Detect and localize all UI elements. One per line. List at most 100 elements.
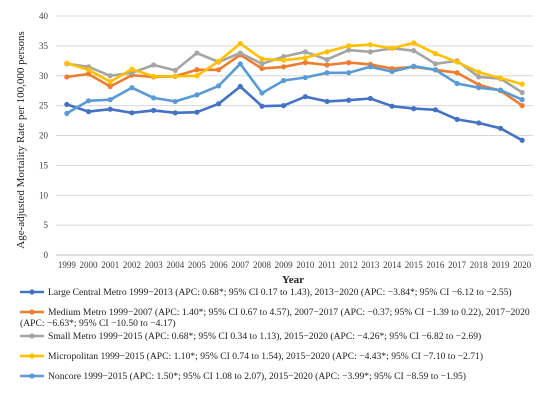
data-point xyxy=(367,95,373,102)
data-point xyxy=(107,73,113,79)
data-point xyxy=(107,79,113,85)
y-tick-label: 15 xyxy=(39,160,49,170)
data-point xyxy=(259,103,265,109)
x-tick-label: 2017 xyxy=(448,260,467,270)
data-point xyxy=(85,98,92,104)
x-axis-title: Year xyxy=(282,274,304,286)
data-point xyxy=(389,103,395,109)
data-point xyxy=(172,98,178,105)
data-point xyxy=(150,62,157,68)
data-point xyxy=(497,125,504,131)
legend-swatch-marker xyxy=(29,309,35,315)
legend-label-continued: (APC: −6.63*; 95% CI −10.50 to −4.17) xyxy=(20,318,176,329)
series-line xyxy=(65,41,524,86)
data-point xyxy=(324,49,330,55)
data-point xyxy=(302,94,308,100)
data-point xyxy=(107,97,113,103)
data-point xyxy=(454,70,460,76)
data-point xyxy=(432,51,439,57)
data-point xyxy=(259,61,265,67)
data-point xyxy=(64,101,70,108)
series-line xyxy=(65,53,524,107)
x-tick-label: 2004 xyxy=(166,260,185,270)
data-point xyxy=(432,61,439,67)
x-tick-label: 2003 xyxy=(145,260,164,270)
x-tick-label: 2009 xyxy=(275,260,294,270)
data-point xyxy=(281,64,287,70)
data-point xyxy=(216,67,222,73)
legend-item: Micropolitan 1999−2015 (APC: 1.10*; 95% … xyxy=(20,351,483,362)
data-point xyxy=(367,42,373,48)
data-point xyxy=(85,109,92,115)
data-point xyxy=(281,54,287,60)
data-point xyxy=(64,110,70,116)
data-point xyxy=(519,137,525,143)
series-line xyxy=(65,62,524,115)
x-tick-label: 2015 xyxy=(405,260,424,270)
y-tick-label: 10 xyxy=(39,190,49,200)
legend-label: Noncore 1999−2015 (APC: 1.50*; 95% CI 1.… xyxy=(48,371,466,382)
legend-item: Noncore 1999−2015 (APC: 1.50*; 95% CI 1.… xyxy=(20,371,466,382)
series-line xyxy=(65,85,524,142)
legend-swatch-marker xyxy=(29,333,35,339)
y-tick-label: 20 xyxy=(39,131,49,141)
data-point xyxy=(85,67,92,73)
data-point xyxy=(216,101,222,107)
data-point xyxy=(346,47,352,53)
data-point xyxy=(150,95,157,101)
data-point xyxy=(281,103,287,109)
data-point xyxy=(476,74,482,80)
data-point xyxy=(324,62,330,68)
data-point xyxy=(237,40,243,47)
x-tick-label: 2020 xyxy=(513,260,532,270)
x-tick-label: 1999 xyxy=(58,260,77,270)
data-point xyxy=(411,106,417,112)
data-point xyxy=(194,73,200,79)
data-point xyxy=(216,83,222,89)
data-point xyxy=(324,57,330,63)
data-point xyxy=(259,56,265,62)
data-point xyxy=(302,55,308,61)
data-point xyxy=(432,107,439,113)
data-point xyxy=(194,92,200,98)
data-point xyxy=(497,75,504,81)
x-tick-label: 2011 xyxy=(318,260,336,270)
x-tick-label: 2016 xyxy=(426,260,445,270)
data-point xyxy=(237,61,243,67)
x-tick-label: 2006 xyxy=(210,260,229,270)
data-point xyxy=(194,109,200,115)
data-point xyxy=(64,74,70,80)
y-tick-label: 35 xyxy=(39,41,49,51)
data-point xyxy=(519,89,525,96)
data-point xyxy=(519,97,525,103)
data-point xyxy=(107,83,113,90)
legend-swatch-marker xyxy=(29,373,35,379)
y-axis-ticks: 0 5 10 15 20 25 30 35 40 xyxy=(39,11,49,260)
series-noncore xyxy=(64,61,525,116)
data-point xyxy=(259,90,265,96)
data-point xyxy=(367,49,373,55)
legend: Large Central Metro 1999−2013 (APC: 0.68… xyxy=(20,287,530,382)
data-point xyxy=(150,73,157,79)
data-point xyxy=(129,85,135,91)
data-point xyxy=(432,67,439,73)
data-point xyxy=(476,120,482,126)
y-tick-label: 25 xyxy=(39,101,49,111)
data-point xyxy=(411,48,417,54)
x-tick-label: 2012 xyxy=(340,260,358,270)
x-tick-label: 2010 xyxy=(296,260,315,270)
x-tick-label: 2001 xyxy=(101,260,119,270)
data-point xyxy=(172,110,178,116)
data-point xyxy=(129,110,135,116)
data-point xyxy=(194,67,200,73)
data-point xyxy=(367,64,373,70)
data-point xyxy=(129,66,135,72)
legend-label: Medium Metro 1999−2007 (APC: 1.40*; 95% … xyxy=(48,307,530,318)
data-point xyxy=(237,83,243,90)
legend-swatch-marker xyxy=(29,353,35,359)
x-tick-label: 2019 xyxy=(491,260,510,270)
y-tick-label: 30 xyxy=(39,71,49,81)
legend-label: Large Central Metro 1999−2013 (APC: 0.68… xyxy=(48,287,512,298)
data-point xyxy=(411,40,417,46)
